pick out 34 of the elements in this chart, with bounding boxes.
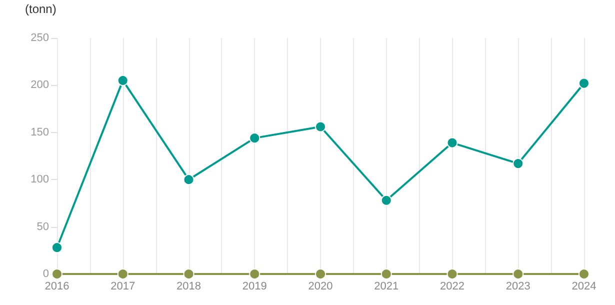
x-tick-label: 2022 [440, 280, 464, 292]
point [446, 268, 458, 280]
point [446, 137, 458, 148]
point [315, 121, 326, 132]
y-tick-label: 250 [30, 32, 49, 44]
y-tick-label: 150 [30, 126, 49, 138]
point [117, 74, 128, 86]
point [512, 268, 524, 280]
point [578, 78, 590, 89]
point [315, 268, 326, 280]
x-tick-label: 2019 [242, 280, 267, 292]
point [117, 268, 128, 280]
point [249, 132, 260, 144]
x-tick-label: 2017 [110, 280, 136, 292]
point [52, 268, 62, 280]
point [578, 268, 590, 280]
y-axis-title: (tonn) [25, 2, 56, 16]
point [249, 268, 260, 280]
y-tick-label: 0 [42, 268, 49, 280]
x-tick-label: 2018 [176, 280, 201, 292]
x-tick-label: 2021 [374, 280, 399, 292]
y-tick-label: 200 [30, 79, 49, 92]
x-tick-label: 2020 [308, 280, 333, 292]
x-tick-label: 2023 [506, 280, 530, 292]
x-tick-label: 2016 [44, 280, 70, 292]
point [52, 242, 62, 254]
y-tick-label: 100 [30, 174, 49, 186]
y-tick-label: 50 [36, 220, 49, 233]
point [183, 174, 194, 186]
point [380, 194, 392, 206]
x-tick-label: 2024 [572, 280, 596, 292]
point [380, 268, 392, 280]
point [512, 158, 524, 170]
point [183, 268, 194, 280]
